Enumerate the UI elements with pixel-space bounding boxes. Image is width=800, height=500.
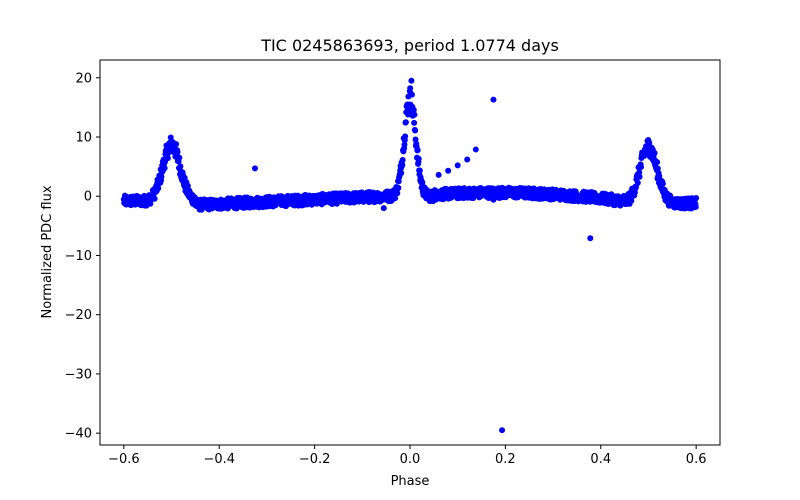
outlier-point (490, 96, 497, 103)
data-point (398, 170, 405, 177)
data-point (419, 179, 426, 186)
x-tick-label: 0.6 (686, 452, 707, 467)
x-axis: −0.6 −0.4 −0.2 0.0 0.2 0.4 0.6 (108, 445, 706, 467)
y-tick-label: 0 (84, 190, 92, 205)
data-point (415, 155, 422, 162)
data-point (395, 184, 402, 191)
data-point (416, 167, 423, 174)
data-point (410, 106, 417, 113)
data-point (411, 111, 418, 118)
x-tick-label: 0.0 (400, 452, 421, 467)
outlier-point (380, 205, 387, 212)
data-point (158, 173, 165, 180)
outlier-point (454, 162, 461, 169)
data-point (636, 169, 643, 176)
data-point (173, 141, 180, 148)
data-point (401, 141, 408, 148)
x-tick-label: 0.4 (590, 452, 611, 467)
y-tick-label: 20 (75, 71, 92, 86)
data-point (412, 127, 419, 134)
outlier-point (252, 165, 258, 172)
data-point (654, 165, 661, 172)
y-axis-label: Normalized PDC flux (40, 185, 55, 318)
data-point (634, 179, 641, 186)
y-tick-label: −30 (65, 367, 92, 382)
data-point (651, 150, 658, 157)
y-tick-label: −40 (65, 427, 92, 442)
data-point (147, 200, 154, 207)
outlier-point (408, 77, 415, 84)
data-point (402, 119, 409, 126)
outlier-point (435, 171, 442, 178)
y-tick-label: −10 (65, 249, 92, 264)
x-tick-label: −0.2 (299, 452, 331, 467)
data-point (659, 180, 666, 187)
data-point (161, 165, 168, 172)
outlier-point (587, 235, 594, 242)
outlier-point (464, 156, 471, 163)
data-point (654, 159, 661, 166)
data-point (394, 190, 401, 197)
outlier-point (490, 196, 497, 203)
plot-area (120, 77, 700, 434)
data-point (408, 91, 415, 98)
data-point (411, 119, 418, 126)
chart-title: TIC 0245863693, period 1.0774 days (260, 36, 559, 55)
data-point (177, 163, 184, 170)
data-point (399, 161, 406, 168)
outlier-point (445, 167, 452, 174)
data-point (176, 154, 183, 161)
data-point (392, 195, 399, 202)
data-point (399, 156, 406, 163)
y-tick-label: −20 (65, 308, 92, 323)
data-point (151, 195, 158, 202)
data-point (636, 173, 643, 180)
data-point (631, 189, 638, 196)
data-point (402, 133, 409, 140)
outlier-point (499, 427, 506, 434)
data-point (656, 173, 663, 180)
data-point (164, 155, 171, 162)
x-tick-label: 0.2 (495, 452, 516, 467)
data-point (414, 147, 421, 154)
y-tick-label: 10 (75, 131, 92, 146)
data-point (174, 148, 181, 155)
plot-frame (99, 59, 721, 446)
data-point (638, 164, 645, 171)
data-point (155, 185, 162, 192)
x-tick-label: −0.6 (108, 452, 140, 467)
x-tick-label: −0.4 (203, 452, 235, 467)
data-point (692, 203, 699, 210)
data-point (693, 195, 700, 202)
x-axis-label: Phase (391, 474, 430, 489)
data-point (407, 85, 414, 92)
outlier-point (472, 146, 479, 153)
y-axis: 20 10 0 −10 −20 −30 −40 (65, 71, 100, 442)
